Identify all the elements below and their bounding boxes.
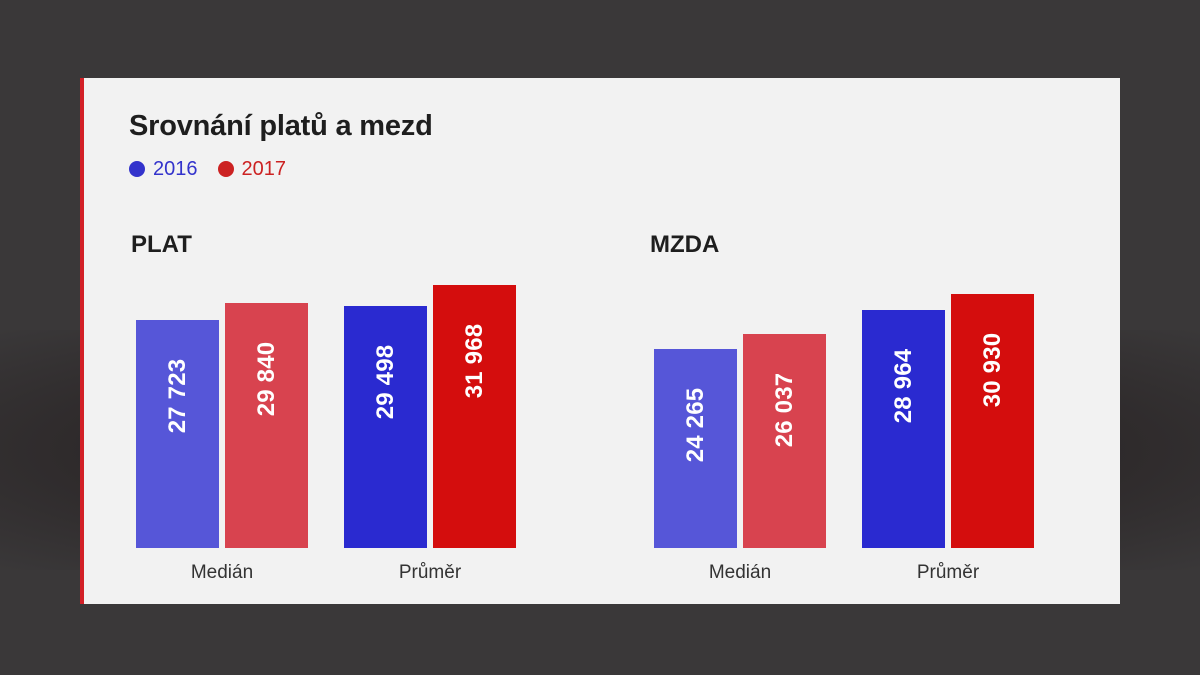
legend-dot-2016 bbox=[129, 161, 145, 177]
bar-value-label: 26 037 bbox=[770, 372, 798, 448]
bar-value-label: 24 265 bbox=[681, 387, 709, 462]
category-label: Medián bbox=[708, 562, 772, 583]
chart-card: Srovnání platů a mezd 2016 2017 PLAT MZD… bbox=[80, 78, 1120, 604]
chart-title: Srovnání platů a mezd bbox=[129, 110, 433, 142]
legend-item-2017: 2017 bbox=[217, 157, 287, 181]
legend-label-2017: 2017 bbox=[241, 157, 287, 180]
legend: 2016 2017 bbox=[129, 156, 306, 182]
bar-mzda-median-2016 bbox=[654, 348, 737, 548]
bar-plat-prumer-2016 bbox=[344, 305, 427, 548]
bar-mzda-median-2017 bbox=[743, 333, 826, 548]
group-label-mzda: MZDA bbox=[650, 231, 720, 258]
category-label: Medián bbox=[190, 562, 254, 583]
category-label: Průměr bbox=[398, 562, 462, 583]
bar-mzda-prumer-2016 bbox=[862, 309, 945, 548]
legend-item-2016: 2016 bbox=[129, 158, 198, 181]
bar-value-label: 31 968 bbox=[460, 323, 488, 399]
bar-value-label: 27 723 bbox=[163, 358, 191, 434]
bar-value-label: 29 498 bbox=[371, 344, 399, 419]
bar-plat-prumer-2017 bbox=[433, 285, 516, 548]
legend-dot-2017 bbox=[217, 161, 234, 177]
bar-plat-median-2016 bbox=[136, 320, 219, 548]
bar-value-label: 29 840 bbox=[252, 341, 280, 417]
bar-mzda-prumer-2017 bbox=[951, 293, 1034, 548]
bar-plat-median-2017 bbox=[225, 302, 308, 548]
legend-label-2016: 2016 bbox=[153, 157, 198, 180]
bar-value-label: 28 964 bbox=[889, 348, 917, 424]
category-label: Průměr bbox=[916, 562, 980, 583]
bar-value-label: 30 930 bbox=[978, 332, 1006, 408]
group-label-plat: PLAT bbox=[131, 231, 192, 258]
